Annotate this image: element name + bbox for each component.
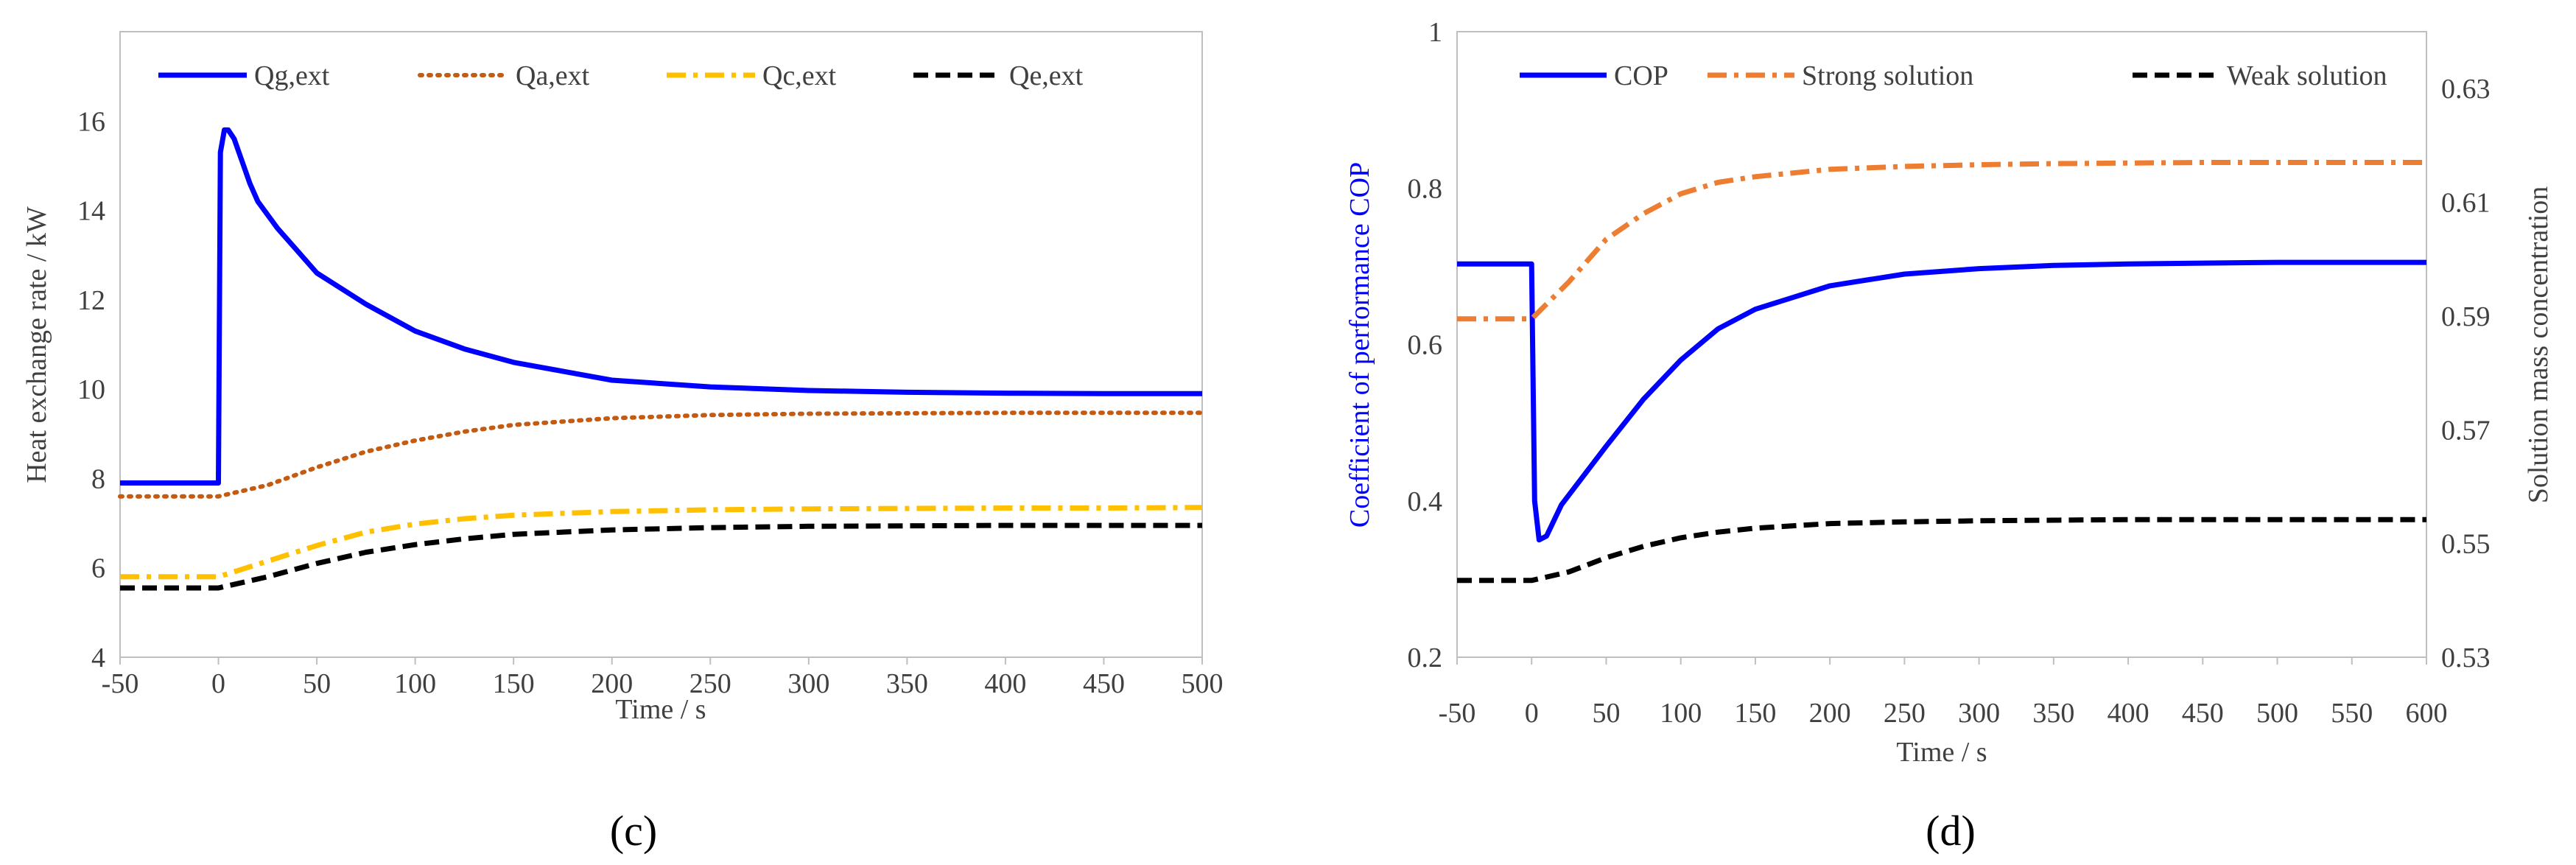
y-axis-label-c: Heat exchange rate / kW: [21, 206, 52, 483]
x-tick-label: -50: [102, 668, 139, 699]
x-tick-label: 450: [1083, 668, 1125, 699]
legend-label: Strong solution: [1802, 60, 1973, 91]
y-tick-label-right: 0.57: [2441, 415, 2491, 446]
panel-label-c: (c): [610, 807, 657, 855]
x-tick-label: 100: [1660, 698, 1702, 729]
legend-label: Qe,ext: [1009, 60, 1084, 91]
x-tick-label: 300: [1958, 698, 2000, 729]
y-tick-label: 14: [77, 196, 105, 227]
panel-label-d: (d): [1926, 807, 1976, 855]
x-tick-label: 450: [2182, 698, 2224, 729]
plot-area-d: [1456, 31, 2427, 658]
series-line-qc-ext: [120, 505, 1203, 580]
series-group-c: [118, 127, 1204, 591]
x-tick-label: 200: [591, 668, 633, 699]
legend-label: Qg,ext: [254, 60, 330, 91]
series-line-qg-ext: [120, 127, 1202, 486]
y-ticks-left-d: 0.2 0.4 0.6 0.8 1: [1408, 17, 1443, 673]
x-tick-label: 500: [1182, 668, 1224, 699]
y-ticks-right-d: 0.53 0.55 0.57 0.59 0.61 0.63: [2441, 74, 2491, 673]
x-tick-label: 0: [1525, 698, 1539, 729]
y-axis-label-right-d: Solution mass concentration: [2523, 186, 2554, 504]
series-line-weak-solution: [1457, 516, 2426, 584]
x-tick-label: 0: [211, 668, 225, 699]
x-ticks-c: -50 0 50 100 150 200 250 300 350 400 450 500: [102, 657, 1224, 699]
x-axis-label-c: Time / s: [615, 694, 706, 725]
x-tick-label: 500: [2256, 698, 2298, 729]
legend-label: Qc,ext: [762, 60, 837, 91]
y-tick-label-right: 0.53: [2441, 642, 2491, 673]
y-tick-label: 1: [1428, 17, 1442, 48]
legend-c: Qg,ext Qa,ext Qc,ext Qe,ext: [158, 60, 1084, 91]
y-tick-label-right: 0.63: [2441, 74, 2491, 105]
x-tick-label: 250: [1884, 698, 1926, 729]
y-tick-label-right: 0.59: [2441, 301, 2491, 332]
x-tick-label: 250: [689, 668, 731, 699]
y-tick-label: 8: [91, 463, 105, 494]
x-tick-label: 50: [303, 668, 331, 699]
legend-label: COP: [1614, 60, 1668, 91]
x-tick-label: 600: [2406, 698, 2448, 729]
legend-label: Qa,ext: [516, 60, 590, 91]
y-tick-label: 0.2: [1408, 642, 1443, 673]
y-tick-label: 10: [77, 374, 105, 405]
x-tick-label: 400: [2108, 698, 2149, 729]
x-tick-label: 350: [2032, 698, 2074, 729]
x-tick-label: 200: [1809, 698, 1851, 729]
y-tick-label: 0.4: [1408, 486, 1443, 517]
series-line-qa-ext: [118, 410, 1204, 499]
y-tick-label: 0.6: [1408, 330, 1443, 361]
y-tick-label-right: 0.55: [2441, 529, 2491, 560]
y-tick-label: 16: [77, 106, 105, 137]
y-tick-label: 6: [91, 553, 105, 584]
chart-panel-d: 0.2 0.4 0.6 0.8 1 0.53 0.55 0.57 0.59 0.61 0.63 -…: [1344, 17, 2554, 855]
x-axis-label-d: Time / s: [1896, 737, 1987, 768]
legend-d: COP Strong solution Weak solution: [1520, 60, 2387, 91]
x-tick-label: 100: [394, 668, 436, 699]
y-tick-label: 4: [91, 642, 105, 673]
x-tick-label: 150: [493, 668, 535, 699]
x-tick-label: 50: [1592, 698, 1620, 729]
x-tick-label: 300: [787, 668, 829, 699]
x-tick-label: 150: [1734, 698, 1776, 729]
x-tick-label: 550: [2331, 698, 2373, 729]
y-tick-label-right: 0.61: [2441, 188, 2491, 219]
y-axis-label-left-d: Coefficient of performance COP: [1344, 162, 1375, 528]
y-tick-label: 0.8: [1408, 173, 1443, 204]
chart-panel-c: 4 6 8 10 12 14 16 -50 0 50 100 150 200 250 300 350 400 4…: [21, 31, 1224, 855]
x-tick-label: -50: [1439, 698, 1476, 729]
x-ticks-d: -50 0 50 100 150 200 250 300 350 400 450 500 550 600: [1439, 657, 2448, 729]
plot-area-c: [119, 31, 1203, 658]
x-tick-label: 350: [886, 668, 928, 699]
series-line-strong-solution: [1457, 160, 2426, 322]
series-line-cop: [1457, 259, 2426, 543]
y-ticks-c: 4 6 8 10 12 14 16: [77, 106, 105, 673]
x-tick-label: 400: [984, 668, 1026, 699]
legend-label: Weak solution: [2227, 60, 2387, 91]
series-group-d: [1457, 160, 2426, 584]
y-tick-label: 12: [77, 285, 105, 316]
series-line-qe-ext: [120, 522, 1202, 591]
